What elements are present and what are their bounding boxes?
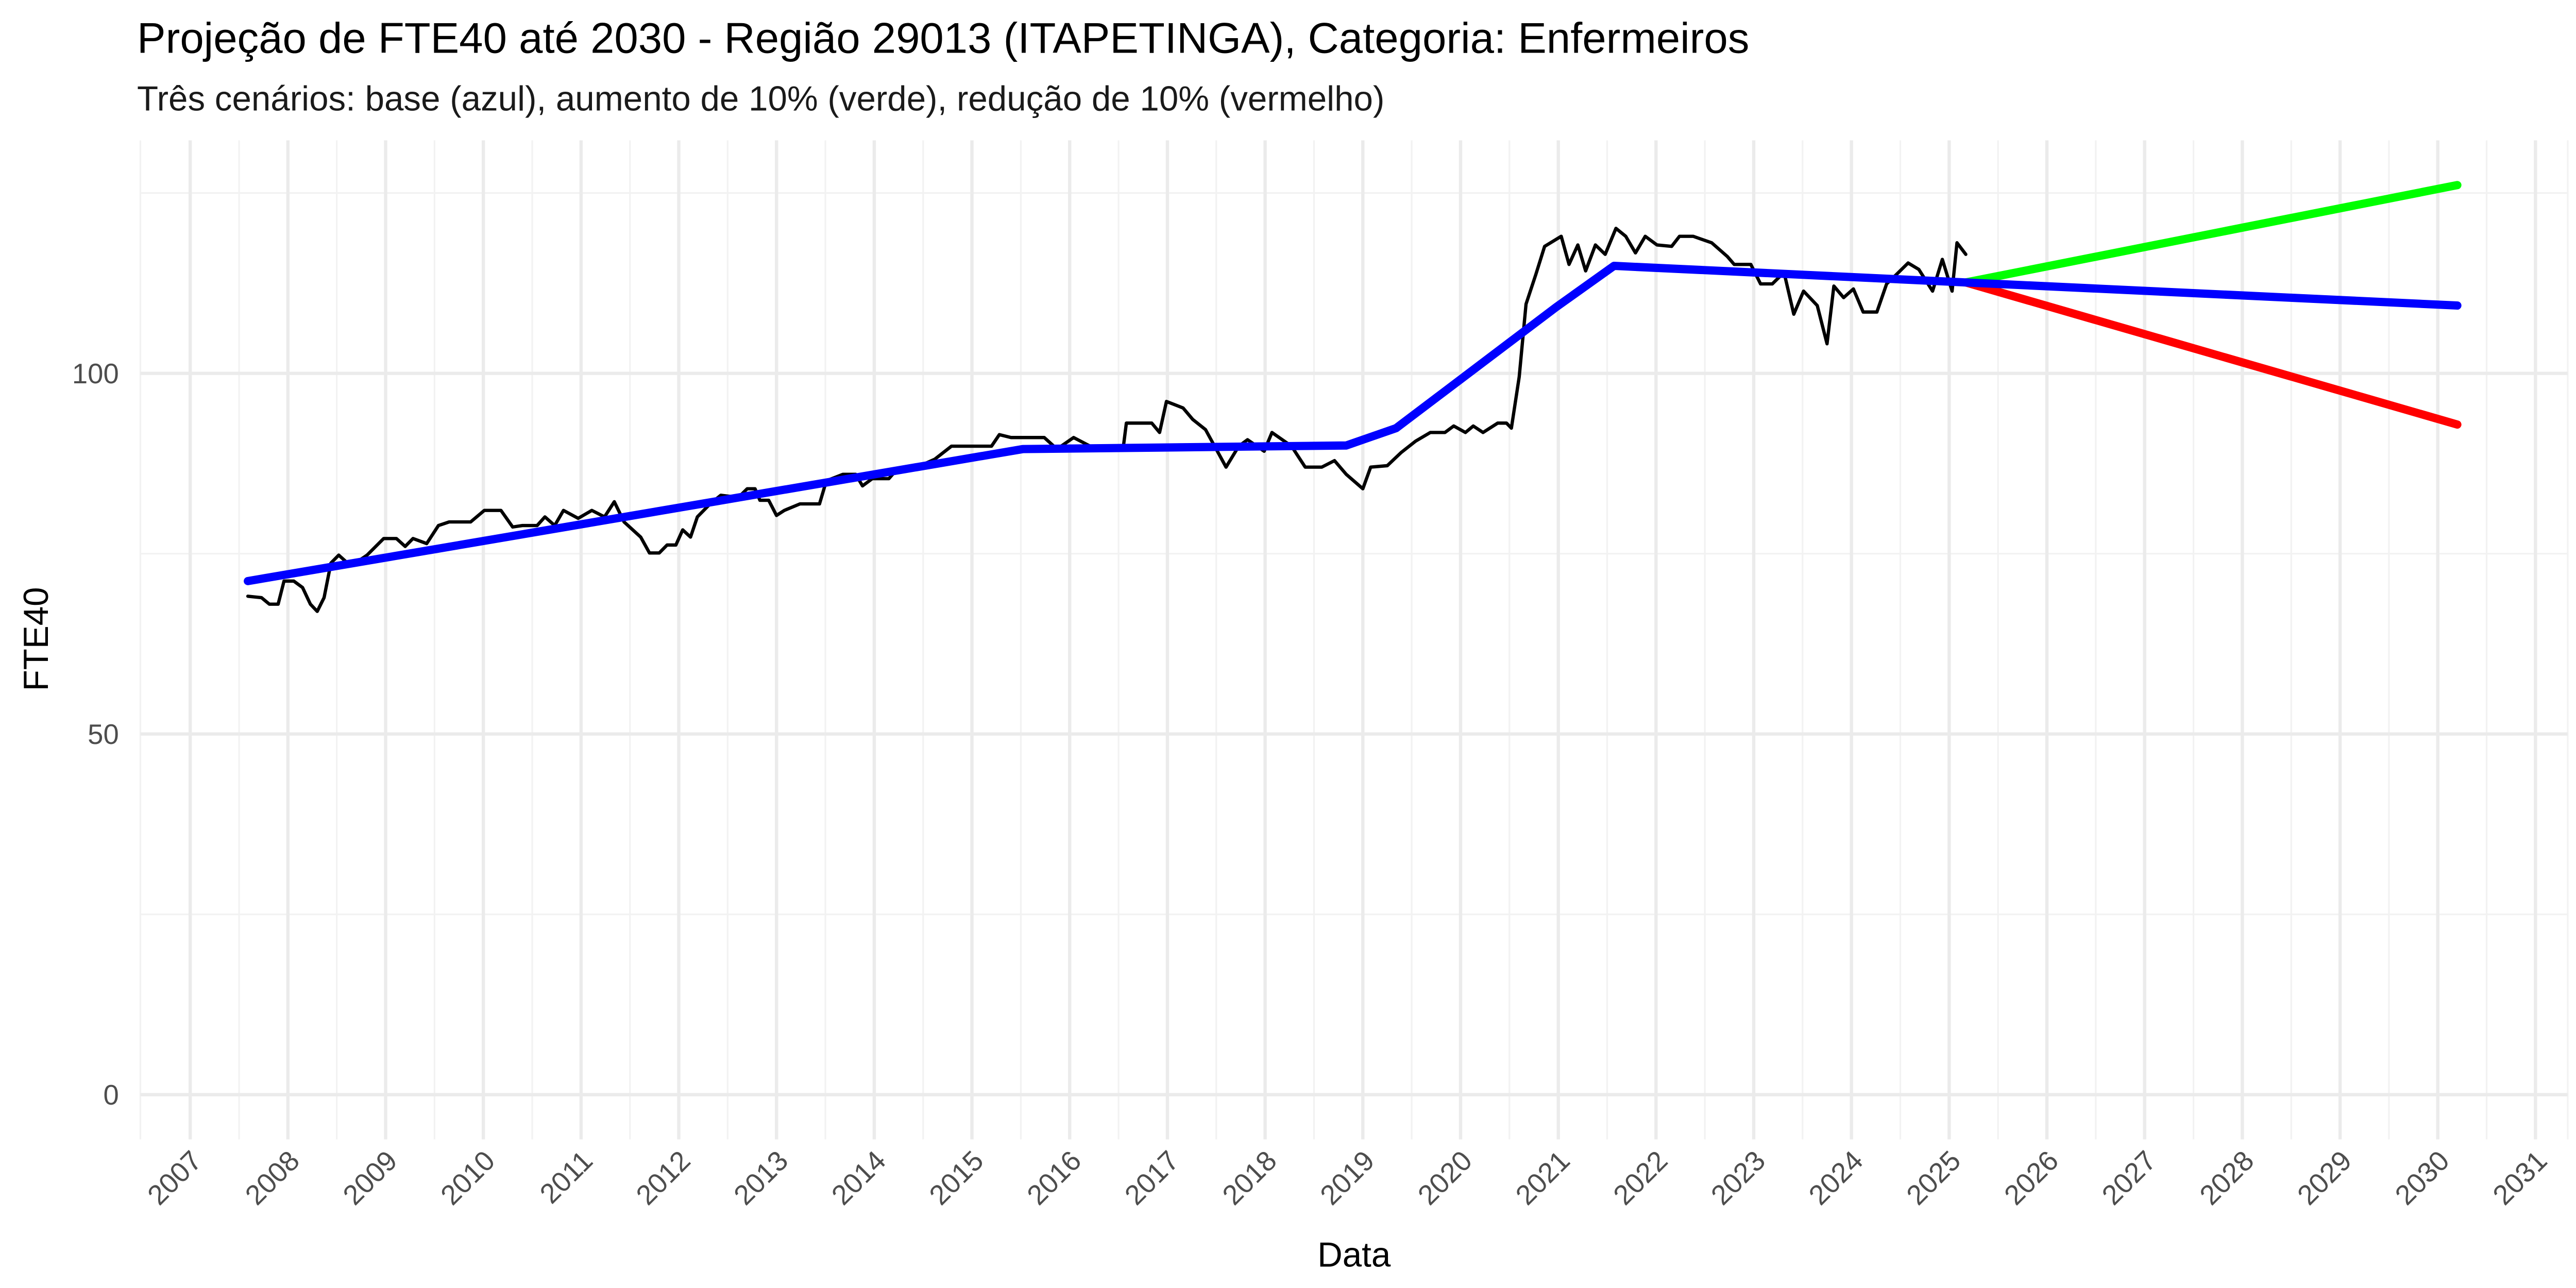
series-line <box>246 227 1968 613</box>
series-line <box>1961 181 2462 287</box>
grid <box>139 140 2569 1140</box>
y-axis-title: FTE40 <box>17 587 56 691</box>
series-line <box>244 262 2462 585</box>
x-axis-title: Data <box>1317 1235 1391 1274</box>
y-tick-label: 100 <box>72 358 119 389</box>
chart-subtitle: Três cenários: base (azul), aumento de 1… <box>137 80 1384 118</box>
series-line <box>1961 278 2462 429</box>
chart-title: Projeção de FTE40 até 2030 - Região 2901… <box>137 14 1749 62</box>
y-tick-label: 0 <box>103 1079 118 1111</box>
plot-marks <box>244 181 2462 613</box>
y-tick-label: 50 <box>88 719 119 750</box>
